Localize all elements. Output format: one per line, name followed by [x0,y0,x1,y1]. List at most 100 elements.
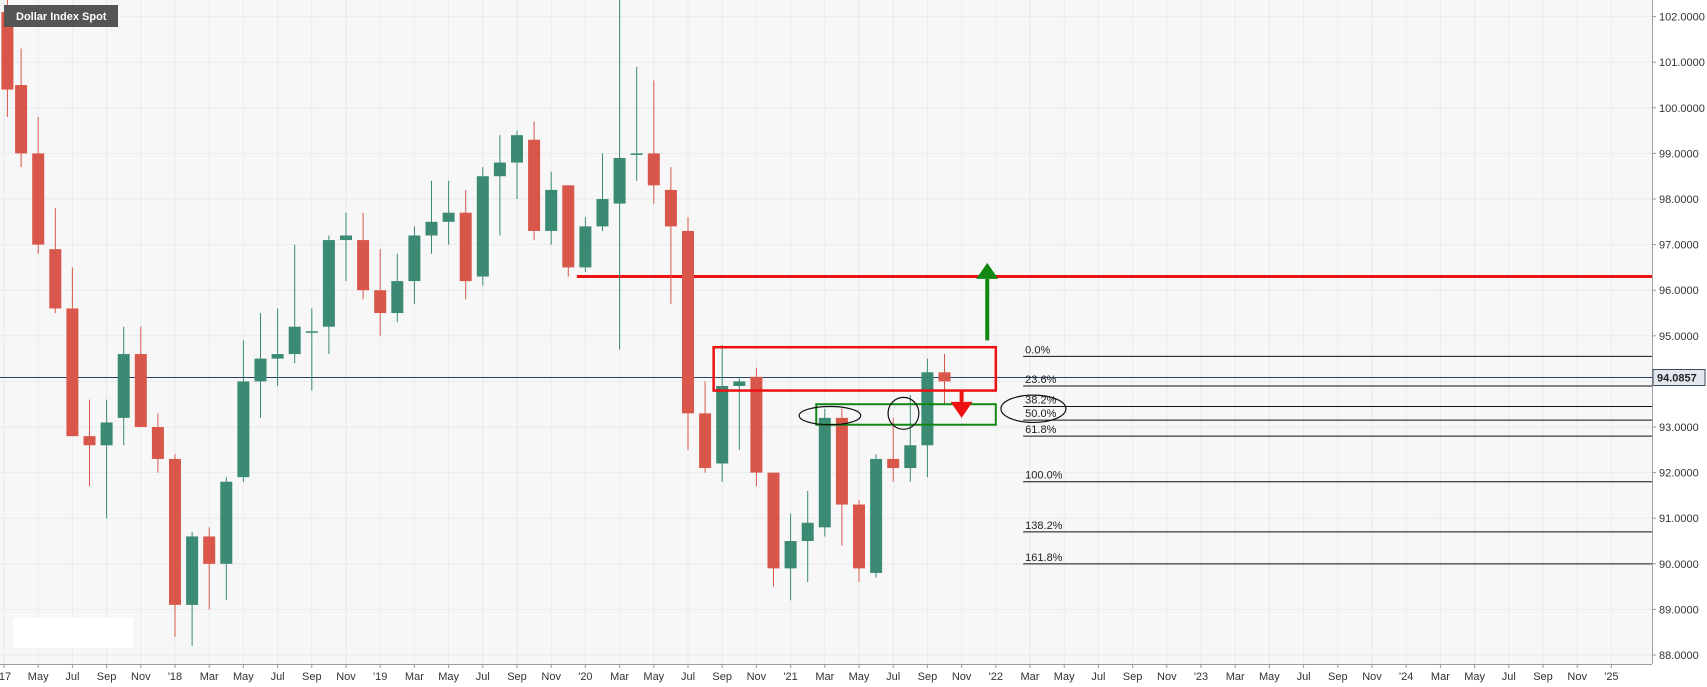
candle-body [15,85,28,154]
candle-body [254,358,267,382]
bullish-candle[interactable] [186,531,199,646]
x-tick-label: Nov [1157,671,1177,683]
bullish-candle[interactable] [237,340,250,482]
x-tick-label: Mar [815,671,834,683]
candle-body [322,240,335,327]
bullish-candle[interactable] [288,244,301,364]
bearish-candle[interactable] [938,354,951,405]
bullish-candle[interactable] [904,395,917,482]
candle-body [49,249,62,309]
bullish-candle[interactable] [271,308,284,386]
x-tick-label: Jul [476,671,490,683]
bullish-candle[interactable] [100,399,113,519]
candle-body [682,230,694,414]
candle-body [887,458,900,469]
bearish-candle[interactable] [169,454,181,637]
bullish-candle[interactable] [305,308,318,391]
down-arrow [950,390,973,418]
x-tick-label: May [1464,671,1485,683]
bearish-candle[interactable] [15,48,28,168]
x-tick-label: Mar [1431,671,1450,683]
bearish-candle[interactable] [528,121,541,241]
bullish-candle[interactable] [391,253,404,323]
bullish-candle[interactable] [322,235,335,355]
bearish-candle[interactable] [32,116,45,254]
bullish-candle[interactable] [117,326,130,446]
bullish-candle[interactable] [870,454,883,578]
candle-body [716,385,729,464]
bullish-candle[interactable] [630,66,643,181]
bullish-candle[interactable] [545,171,558,245]
x-tick-label: Sep [302,671,322,683]
highlight-ellipse [887,396,920,430]
bearish-candle[interactable] [49,208,62,314]
target-arrow-head [976,262,999,279]
bullish-candle[interactable] [340,212,352,282]
x-tick-label: '19 [373,671,387,683]
y-tick-label: 89.0000 [1659,604,1699,616]
bearish-candle[interactable] [699,381,712,473]
x-tick-label: Sep [1328,671,1348,683]
bullish-candle[interactable] [579,217,592,272]
bullish-candle[interactable] [613,0,626,350]
bearish-candle[interactable] [562,185,575,277]
candle-body [408,235,421,282]
candle-body [100,422,113,446]
candle-body [870,458,883,573]
bearish-candle[interactable] [682,217,694,450]
x-tick-label: Jul [1091,671,1105,683]
bearish-candle[interactable] [357,212,370,300]
support-box [815,403,997,426]
bullish-candle[interactable] [784,513,797,601]
y-tick-label: 90.0000 [1659,559,1699,571]
bullish-candle[interactable] [493,135,506,236]
bullish-candle[interactable] [716,344,729,482]
y-tick-label: 96.0000 [1659,285,1699,297]
bearish-candle[interactable] [664,167,677,304]
bearish-candle[interactable] [459,189,472,300]
candle-body [169,458,181,605]
bearish-candle[interactable] [853,499,865,583]
bullish-candle[interactable] [511,130,523,200]
bearish-candle[interactable] [203,527,216,610]
bearish-candle[interactable] [835,408,848,546]
fib-level-label: 50.0% [1025,408,1056,420]
bearish-candle[interactable] [887,417,900,482]
bullish-candle[interactable] [801,490,814,583]
bullish-candle[interactable] [476,167,489,286]
bullish-candle[interactable] [408,226,421,304]
candle-body [1,12,14,90]
bullish-candle[interactable] [254,313,267,418]
bearish-candle[interactable] [66,267,79,437]
candle-body [66,308,79,437]
plot-area[interactable] [0,0,1652,664]
bullish-candle[interactable] [425,180,438,254]
bullish-candle[interactable] [733,376,746,450]
bearish-candle[interactable] [83,399,96,487]
x-tick-label: Mar [1226,671,1245,683]
fib-level-label: 0.0% [1025,344,1050,356]
candle-body [459,212,472,282]
candle-body [305,331,318,333]
bearish-candle[interactable] [374,249,387,336]
x-tick-label: Jul [65,671,79,683]
candle-body [801,522,814,542]
x-tick-label: '21 [783,671,797,683]
bearish-candle[interactable] [134,326,147,428]
bearish-candle[interactable] [767,472,780,587]
x-tick-label: Sep [1533,671,1553,683]
candle-body [288,326,301,355]
bearish-candle[interactable] [151,413,164,473]
candle-body [391,281,404,314]
chart-title: Dollar Index Spot [16,11,107,23]
bullish-candle[interactable] [596,153,609,231]
bearish-candle[interactable] [750,367,763,487]
bullish-candle[interactable] [442,180,455,245]
x-tick-label: Sep [97,671,117,683]
x-tick-label: May [438,671,459,683]
bullish-candle[interactable] [818,408,831,537]
x-tick-label: Mar [200,671,219,683]
bullish-candle[interactable] [220,477,233,601]
bearish-candle[interactable] [647,80,660,204]
